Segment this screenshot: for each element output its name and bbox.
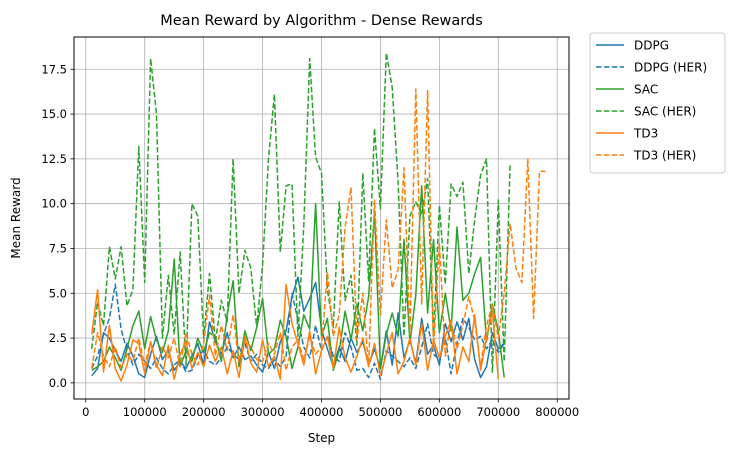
series-line-1 [91,276,505,379]
x-axis-label: Step [308,431,335,445]
x-tick-label: 300000 [241,405,285,419]
series-line-6 [90,88,546,372]
y-axis-label: Mean Reward [9,177,23,258]
legend-box [589,32,726,174]
legend-label: SAC [634,83,658,97]
series-line-3 [91,184,505,378]
series-line-4 [90,52,511,373]
series-line-5 [90,283,500,382]
x-tick-label: 400000 [300,405,344,419]
chart-title: Mean Reward by Algorithm - Dense Rewards [160,13,483,29]
y-axis-ticks: 0.0 2.5 5.0 7.5 10.0 12.5 15.0 17.5 [41,62,74,390]
legend-label: TD3 [633,127,658,141]
legend-label: TD3 (HER) [633,149,696,163]
x-axis-ticks: 0 100000 200000 300000 400000 500000 600000 700… [82,399,579,419]
y-tick-label: 0.0 [49,376,67,390]
series-lines [90,52,546,382]
y-tick-label: 15.0 [41,107,67,121]
y-tick-label: 7.5 [49,241,67,255]
legend-label: DDPG [634,39,669,53]
legend-label: DDPG (HER) [634,61,707,75]
y-tick-label: 10.0 [41,197,67,211]
x-tick-label: 700000 [476,405,520,419]
x-tick-label: 800000 [535,405,579,419]
x-tick-label: 500000 [358,405,402,419]
x-tick-label: 0 [82,405,89,419]
y-tick-label: 2.5 [49,331,67,345]
y-tick-label: 5.0 [49,286,67,300]
x-tick-label: 100000 [123,405,167,419]
x-tick-label: 200000 [182,405,226,419]
legend-label: SAC (HER) [634,105,696,119]
y-tick-label: 12.5 [41,152,67,166]
x-tick-label: 600000 [417,405,461,419]
legend: DDPG DDPG (HER) SAC SAC (HER) TD3 TD3 (HER) [589,32,726,174]
y-tick-label: 17.5 [41,62,67,76]
